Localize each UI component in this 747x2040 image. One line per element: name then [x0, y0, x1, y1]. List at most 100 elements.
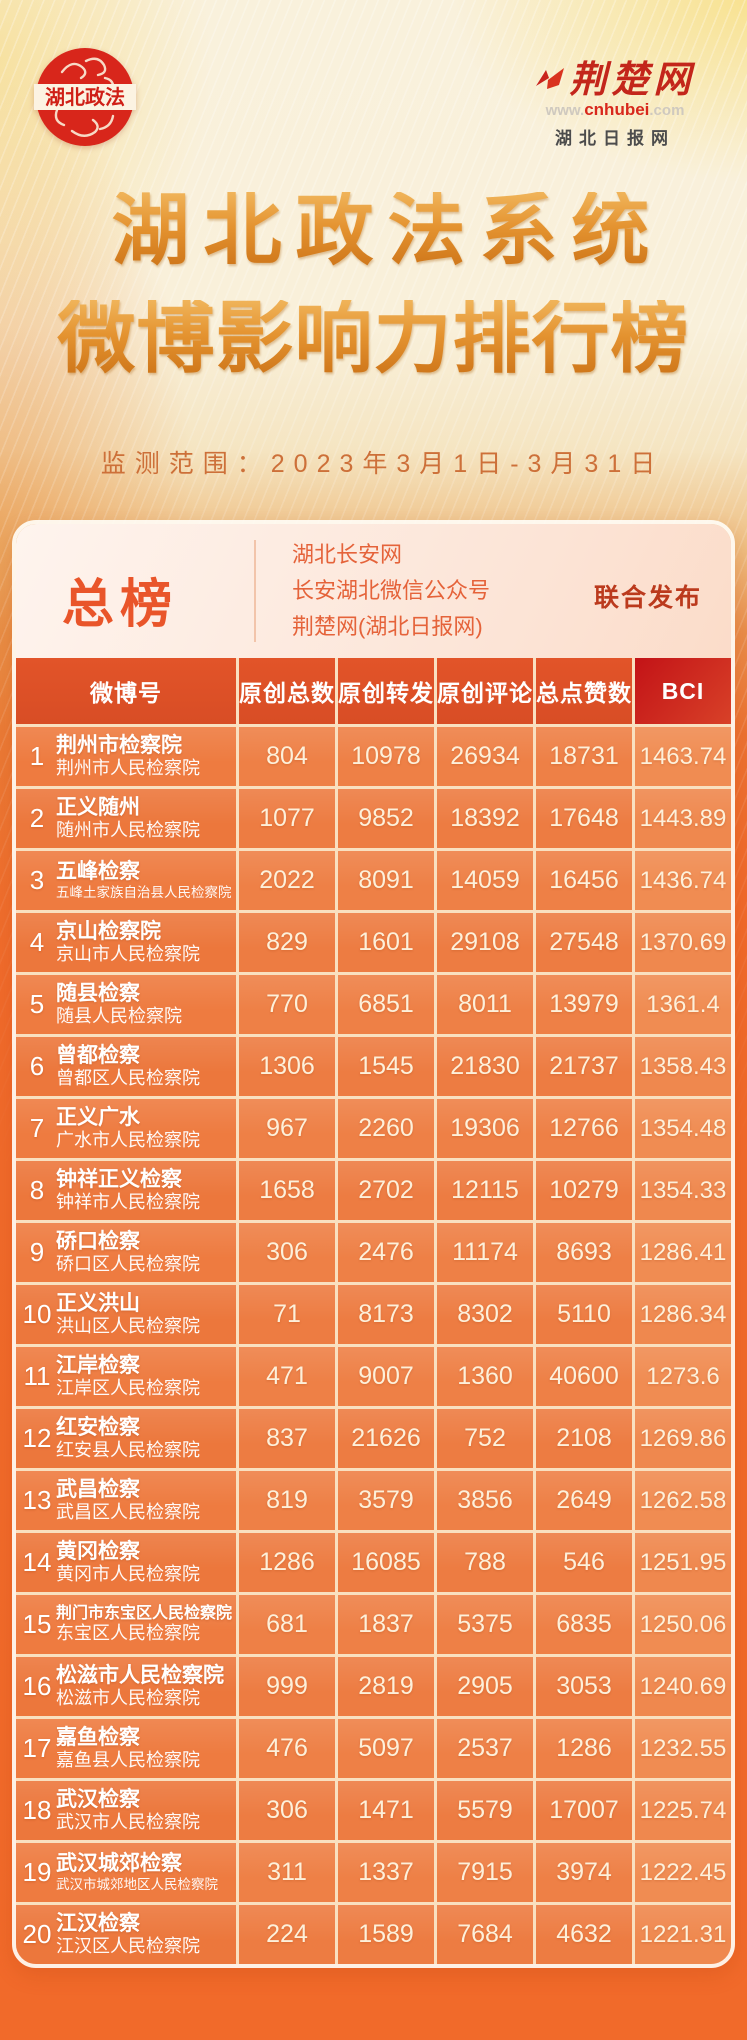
bci-cell: 1262.58 [635, 1471, 731, 1530]
org-name: 洪山区人民检察院 [56, 1316, 200, 1337]
bci-cell: 1221.31 [635, 1905, 731, 1964]
org-name: 红安县人民检察院 [56, 1440, 200, 1461]
table-row-name-cell: 8 钟祥正义检察 钟祥市人民检察院 [16, 1161, 236, 1220]
name-lines: 松滋市人民检察院 松滋市人民检察院 [56, 1663, 236, 1711]
bci-cell: 1240.69 [635, 1657, 731, 1716]
original-total-cell: 471 [239, 1347, 335, 1406]
table-row-name-cell: 14 黄冈检察 黄冈市人民检察院 [16, 1533, 236, 1592]
name-lines: 正义洪山 洪山区人民检察院 [56, 1291, 236, 1339]
original-repost-cell: 5097 [338, 1719, 434, 1778]
original-comment-cell: 18392 [437, 789, 533, 848]
org-name: 随县人民检察院 [56, 1006, 182, 1027]
rank-number: 14 [22, 1547, 52, 1577]
account-name: 松滋市人民检察院 [56, 1663, 224, 1687]
account-name: 正义广水 [56, 1105, 140, 1129]
bci-cell: 1354.48 [635, 1099, 731, 1158]
bci-cell: 1273.6 [635, 1347, 731, 1406]
rank-number: 12 [22, 1423, 52, 1453]
site-url-main: cnhubei [584, 100, 650, 119]
rank-number: 3 [29, 865, 45, 895]
rank-number: 8 [29, 1175, 45, 1205]
original-comment-cell: 752 [437, 1409, 533, 1468]
original-total-cell: 1286 [239, 1533, 335, 1592]
original-comment-cell: 2905 [437, 1657, 533, 1716]
org-name: 京山市人民检察院 [56, 944, 200, 965]
original-repost-cell: 1837 [338, 1595, 434, 1654]
rank-number: 13 [22, 1485, 52, 1515]
total-likes-cell: 17007 [536, 1781, 632, 1840]
original-comment-cell: 19306 [437, 1099, 533, 1158]
original-repost-cell: 9852 [338, 789, 434, 848]
bci-cell: 1251.95 [635, 1533, 731, 1592]
original-repost-cell: 3579 [338, 1471, 434, 1530]
bci-cell: 1286.34 [635, 1285, 731, 1344]
original-comment-cell: 8302 [437, 1285, 533, 1344]
original-total-cell: 311 [239, 1843, 335, 1902]
original-total-cell: 819 [239, 1471, 335, 1530]
org-name: 武汉市人民检察院 [56, 1812, 200, 1833]
original-repost-cell: 1601 [338, 913, 434, 972]
original-total-cell: 224 [239, 1905, 335, 1964]
original-total-cell: 681 [239, 1595, 335, 1654]
original-total-cell: 837 [239, 1409, 335, 1468]
total-likes-cell: 21737 [536, 1037, 632, 1096]
ranking-table: 微博号 原创总数 原创转发 原创评论 总点赞数 BCI 1 荆州市检察院 荆州市… [16, 658, 731, 1964]
seal-text: 湖北政法 [45, 85, 125, 109]
publisher-item: 湖北长安网 [292, 542, 403, 567]
original-total-cell: 804 [239, 727, 335, 786]
account-name: 黄冈检察 [56, 1539, 140, 1563]
publisher-item: 长安湖北微信公众号 [292, 578, 491, 603]
original-total-cell: 829 [239, 913, 335, 972]
total-likes-cell: 10279 [536, 1161, 632, 1220]
original-repost-cell: 1471 [338, 1781, 434, 1840]
bci-cell: 1222.45 [635, 1843, 731, 1902]
org-name: 武汉市城郊地区人民检察院 [56, 1877, 218, 1893]
name-lines: 随县检察 随县人民检察院 [56, 981, 236, 1029]
account-name: 武汉检察 [56, 1787, 140, 1811]
page-title-line1: 湖北政法系统 [0, 192, 747, 270]
name-lines: 武汉检察 武汉市人民检察院 [56, 1787, 236, 1835]
original-repost-cell: 2819 [338, 1657, 434, 1716]
site-name-row: 荆楚网 [517, 62, 713, 99]
original-comment-cell: 3856 [437, 1471, 533, 1530]
total-likes-cell: 8693 [536, 1223, 632, 1282]
table-row-name-cell: 2 正义随州 随州市人民检察院 [16, 789, 236, 848]
page-title-line2: 微博影响力排行榜 [0, 300, 747, 378]
site-name: 荆楚网 [569, 60, 696, 101]
original-repost-cell: 2260 [338, 1099, 434, 1158]
rank-number: 7 [29, 1113, 45, 1143]
original-total-cell: 770 [239, 975, 335, 1034]
total-likes-cell: 12766 [536, 1099, 632, 1158]
rank-number: 4 [29, 927, 45, 957]
table-row-name-cell: 16 松滋市人民检察院 松滋市人民检察院 [16, 1657, 236, 1716]
name-lines: 江汉检察 江汉区人民检察院 [56, 1911, 236, 1959]
org-name: 五峰土家族自治县人民检察院 [56, 885, 232, 901]
rank-number: 2 [29, 803, 45, 833]
account-name: 京山检察院 [56, 919, 161, 943]
original-comment-cell: 1360 [437, 1347, 533, 1406]
original-comment-cell: 788 [437, 1533, 533, 1592]
total-likes-cell: 4632 [536, 1905, 632, 1964]
original-total-cell: 1077 [239, 789, 335, 848]
board-label: 总榜 [62, 576, 179, 634]
total-likes-cell: 16456 [536, 851, 632, 910]
org-name: 随州市人民检察院 [56, 820, 200, 841]
site-url: www.cnhubei.com [517, 100, 713, 121]
rank-number: 16 [22, 1671, 52, 1701]
name-lines: 荆门市东宝区人民检察院 东宝区人民检察院 [56, 1604, 236, 1645]
site-subtitle: 湖北日报网 [555, 129, 675, 148]
table-row-name-cell: 19 武汉城郊检察 武汉市城郊地区人民检察院 [16, 1843, 236, 1902]
name-lines: 江岸检察 江岸区人民检察院 [56, 1353, 236, 1401]
name-lines: 曾都检察 曾都区人民检察院 [56, 1043, 236, 1091]
total-likes-cell: 5110 [536, 1285, 632, 1344]
bci-cell: 1354.33 [635, 1161, 731, 1220]
publisher-list: 湖北长安网 长安湖北微信公众号 荆楚网(湖北日报网) [292, 537, 490, 645]
org-name: 黄冈市人民检察院 [56, 1564, 200, 1585]
original-comment-cell: 21830 [437, 1037, 533, 1096]
original-repost-cell: 2702 [338, 1161, 434, 1220]
name-lines: 武昌检察 武昌区人民检察院 [56, 1477, 236, 1525]
account-name: 正义洪山 [56, 1291, 140, 1315]
bci-cell: 1436.74 [635, 851, 731, 910]
seal-icon: 湖北政法 [34, 48, 136, 146]
